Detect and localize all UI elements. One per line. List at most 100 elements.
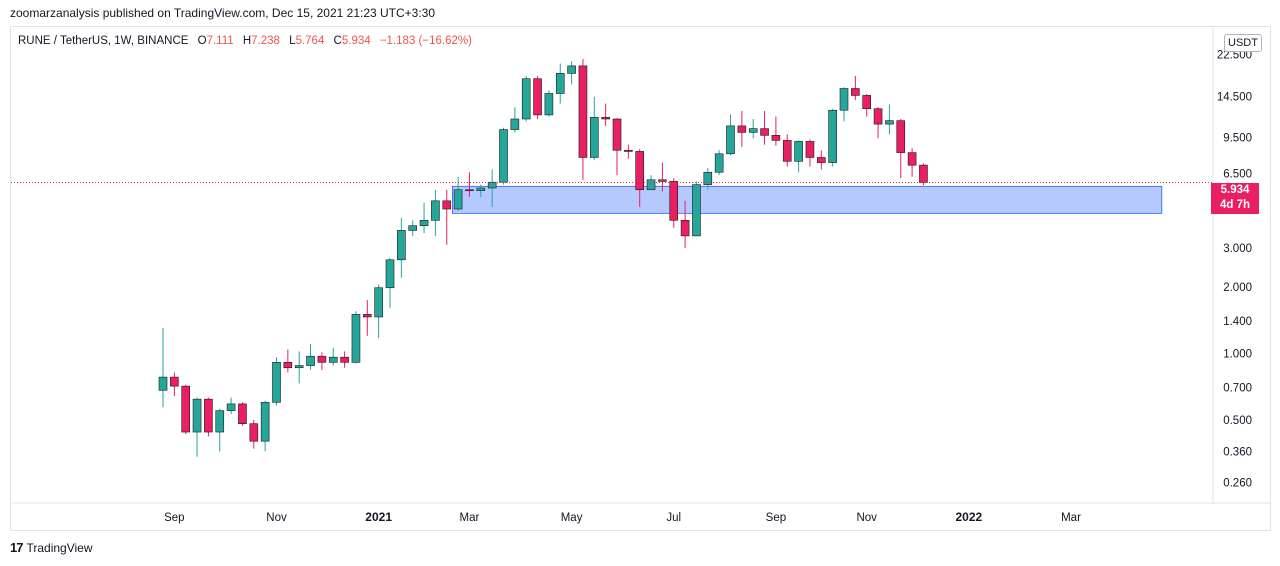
candle[interactable] bbox=[624, 144, 633, 159]
candle-body bbox=[794, 141, 803, 162]
candle[interactable] bbox=[328, 347, 338, 366]
candle-body bbox=[351, 314, 361, 363]
candle[interactable] bbox=[680, 200, 690, 248]
candle[interactable] bbox=[249, 419, 259, 449]
candle[interactable] bbox=[669, 178, 679, 228]
support-zone-layer bbox=[452, 185, 1163, 214]
candle-body bbox=[408, 225, 418, 231]
candle-body bbox=[805, 141, 815, 158]
candle-body bbox=[419, 219, 429, 227]
candle-body bbox=[692, 184, 701, 237]
candle[interactable] bbox=[771, 116, 781, 146]
candle[interactable] bbox=[805, 139, 815, 167]
candle-body bbox=[306, 355, 315, 366]
candle[interactable] bbox=[658, 162, 667, 192]
candle[interactable] bbox=[589, 96, 599, 160]
candle[interactable] bbox=[782, 134, 792, 167]
candle-body bbox=[192, 398, 202, 433]
candle[interactable] bbox=[306, 344, 315, 371]
candle-body bbox=[442, 200, 452, 210]
candle[interactable] bbox=[907, 147, 917, 177]
candle-body bbox=[828, 109, 837, 163]
candle[interactable] bbox=[374, 284, 383, 339]
candle[interactable] bbox=[453, 176, 463, 212]
candle[interactable] bbox=[714, 150, 724, 176]
candle[interactable] bbox=[646, 175, 656, 191]
candle[interactable] bbox=[862, 94, 872, 117]
candle[interactable] bbox=[726, 114, 735, 156]
candle[interactable] bbox=[601, 103, 610, 126]
candle[interactable] bbox=[419, 202, 429, 234]
time-tick-label: Jul bbox=[666, 512, 681, 524]
candle-body bbox=[680, 219, 690, 237]
candle[interactable] bbox=[521, 76, 531, 122]
currency-badge[interactable]: USDT bbox=[1224, 34, 1262, 52]
candle[interactable] bbox=[158, 328, 168, 408]
candle-body bbox=[487, 181, 497, 189]
candle[interactable] bbox=[215, 408, 225, 452]
candle-body bbox=[544, 93, 554, 116]
candle[interactable] bbox=[465, 172, 474, 197]
candle-body bbox=[397, 230, 406, 261]
candle[interactable] bbox=[385, 257, 395, 309]
candle[interactable] bbox=[896, 118, 906, 179]
candle[interactable] bbox=[578, 58, 588, 180]
candle[interactable] bbox=[839, 87, 849, 122]
candle[interactable] bbox=[192, 397, 202, 457]
candle[interactable] bbox=[510, 107, 520, 133]
candle[interactable] bbox=[748, 118, 758, 139]
candle[interactable] bbox=[238, 402, 247, 426]
candle-body bbox=[919, 164, 928, 183]
candle[interactable] bbox=[816, 150, 826, 170]
candle[interactable] bbox=[181, 384, 190, 435]
candle[interactable] bbox=[851, 76, 860, 101]
candle[interactable] bbox=[340, 351, 349, 368]
candle-body bbox=[737, 125, 747, 133]
price-axis: 22.50014.5009.5006.5004.5003.0002.0001.4… bbox=[1217, 50, 1252, 490]
candle-body bbox=[646, 179, 656, 191]
candle[interactable] bbox=[362, 300, 372, 336]
footer-brand[interactable]: 17 TradingView bbox=[10, 540, 93, 555]
candle-body bbox=[158, 376, 168, 391]
candle[interactable] bbox=[431, 189, 440, 236]
candle[interactable] bbox=[612, 118, 622, 176]
candle-body bbox=[771, 135, 781, 141]
candle[interactable] bbox=[476, 184, 486, 197]
candle[interactable] bbox=[703, 167, 713, 190]
candle[interactable] bbox=[272, 357, 281, 406]
candle[interactable] bbox=[283, 349, 293, 373]
candle-body bbox=[249, 423, 259, 442]
price-tick-label: 1.400 bbox=[1223, 316, 1252, 328]
candle[interactable] bbox=[204, 397, 213, 437]
close-value: 5.934 bbox=[341, 35, 371, 47]
candle[interactable] bbox=[737, 110, 747, 147]
candle[interactable] bbox=[170, 372, 179, 397]
candle-body bbox=[669, 181, 679, 221]
candle[interactable] bbox=[226, 397, 236, 415]
last-price-value: 5.934 bbox=[1220, 184, 1250, 196]
candle-body bbox=[317, 355, 327, 363]
candle[interactable] bbox=[873, 107, 883, 139]
candle[interactable] bbox=[635, 149, 645, 207]
candle[interactable] bbox=[487, 169, 497, 207]
candle[interactable] bbox=[499, 127, 508, 185]
candle[interactable] bbox=[317, 352, 327, 371]
candle[interactable] bbox=[544, 90, 554, 117]
candle[interactable] bbox=[397, 217, 406, 278]
candle[interactable] bbox=[408, 220, 418, 236]
candle[interactable] bbox=[533, 76, 542, 119]
candle[interactable] bbox=[260, 400, 270, 452]
candle[interactable] bbox=[794, 140, 803, 173]
candle[interactable] bbox=[760, 110, 769, 145]
candle[interactable] bbox=[567, 61, 576, 85]
candle[interactable] bbox=[555, 63, 565, 104]
support-zone-rect[interactable] bbox=[452, 185, 1163, 214]
candle[interactable] bbox=[885, 104, 894, 135]
candle[interactable] bbox=[692, 181, 701, 237]
candle[interactable] bbox=[294, 351, 304, 384]
candle[interactable] bbox=[351, 311, 361, 364]
price-tick-label: 14.500 bbox=[1217, 92, 1252, 104]
candle[interactable] bbox=[828, 108, 837, 167]
candle[interactable] bbox=[442, 189, 452, 245]
